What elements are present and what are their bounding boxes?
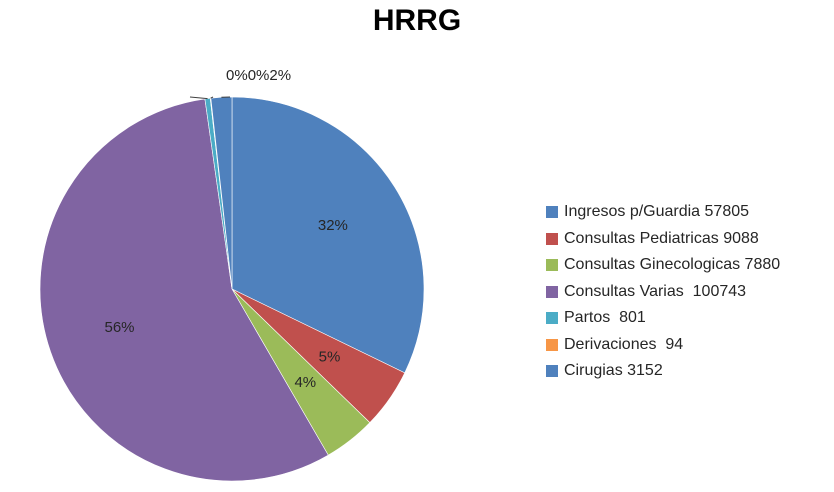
pie-slice-3 [39, 98, 329, 482]
leader-line-4 [189, 96, 208, 100]
small-slice-labels: 0%0%2% [226, 67, 291, 84]
slice-label-1: 5% [319, 348, 341, 365]
legend-item-4: Partos 801 [546, 305, 780, 332]
pie-slice-0 [231, 96, 425, 374]
chart-title: HRRG [372, 4, 462, 37]
legend-item-2: Consultas Ginecologicas 7880 [546, 252, 780, 279]
legend-label: Cirugias 3152 [564, 362, 663, 380]
leader-line-5 [210, 96, 214, 99]
legend-swatch [546, 338, 558, 351]
legend-label: Consultas Ginecologicas 7880 [564, 256, 781, 274]
legend-item-0: Ingresos p/Guardia 57805 [546, 199, 780, 226]
legend-swatch [546, 312, 558, 325]
slice-label-3: 56% [104, 319, 134, 336]
slice-label-4: 0% [226, 67, 248, 84]
legend-label: Ingresos p/Guardia 57805 [564, 203, 750, 221]
legend-item-1: Consultas Pediatricas 9088 [546, 226, 780, 253]
legend: Ingresos p/Guardia 57805 Consultas Pediat… [546, 199, 780, 385]
legend-label: Partos 801 [564, 309, 646, 327]
slice-label-6: 2% [269, 67, 291, 84]
legend-item-3: Consultas Varias 100743 [546, 279, 780, 306]
legend-swatch [546, 259, 558, 272]
legend-swatch [546, 232, 558, 245]
legend-item-6: Cirugias 3152 [546, 358, 780, 385]
legend-swatch [546, 285, 558, 298]
legend-label: Derivaciones 94 [564, 335, 684, 353]
slice-label-2: 4% [294, 374, 316, 391]
slice-label-0: 32% [318, 217, 348, 234]
legend-swatch [546, 365, 558, 378]
legend-label: Consultas Varias 100743 [564, 282, 747, 300]
legend-item-5: Derivaciones 94 [546, 332, 780, 359]
slice-label-5: 0% [248, 67, 270, 84]
legend-swatch [546, 206, 558, 219]
legend-label: Consultas Pediatricas 9088 [564, 229, 759, 247]
